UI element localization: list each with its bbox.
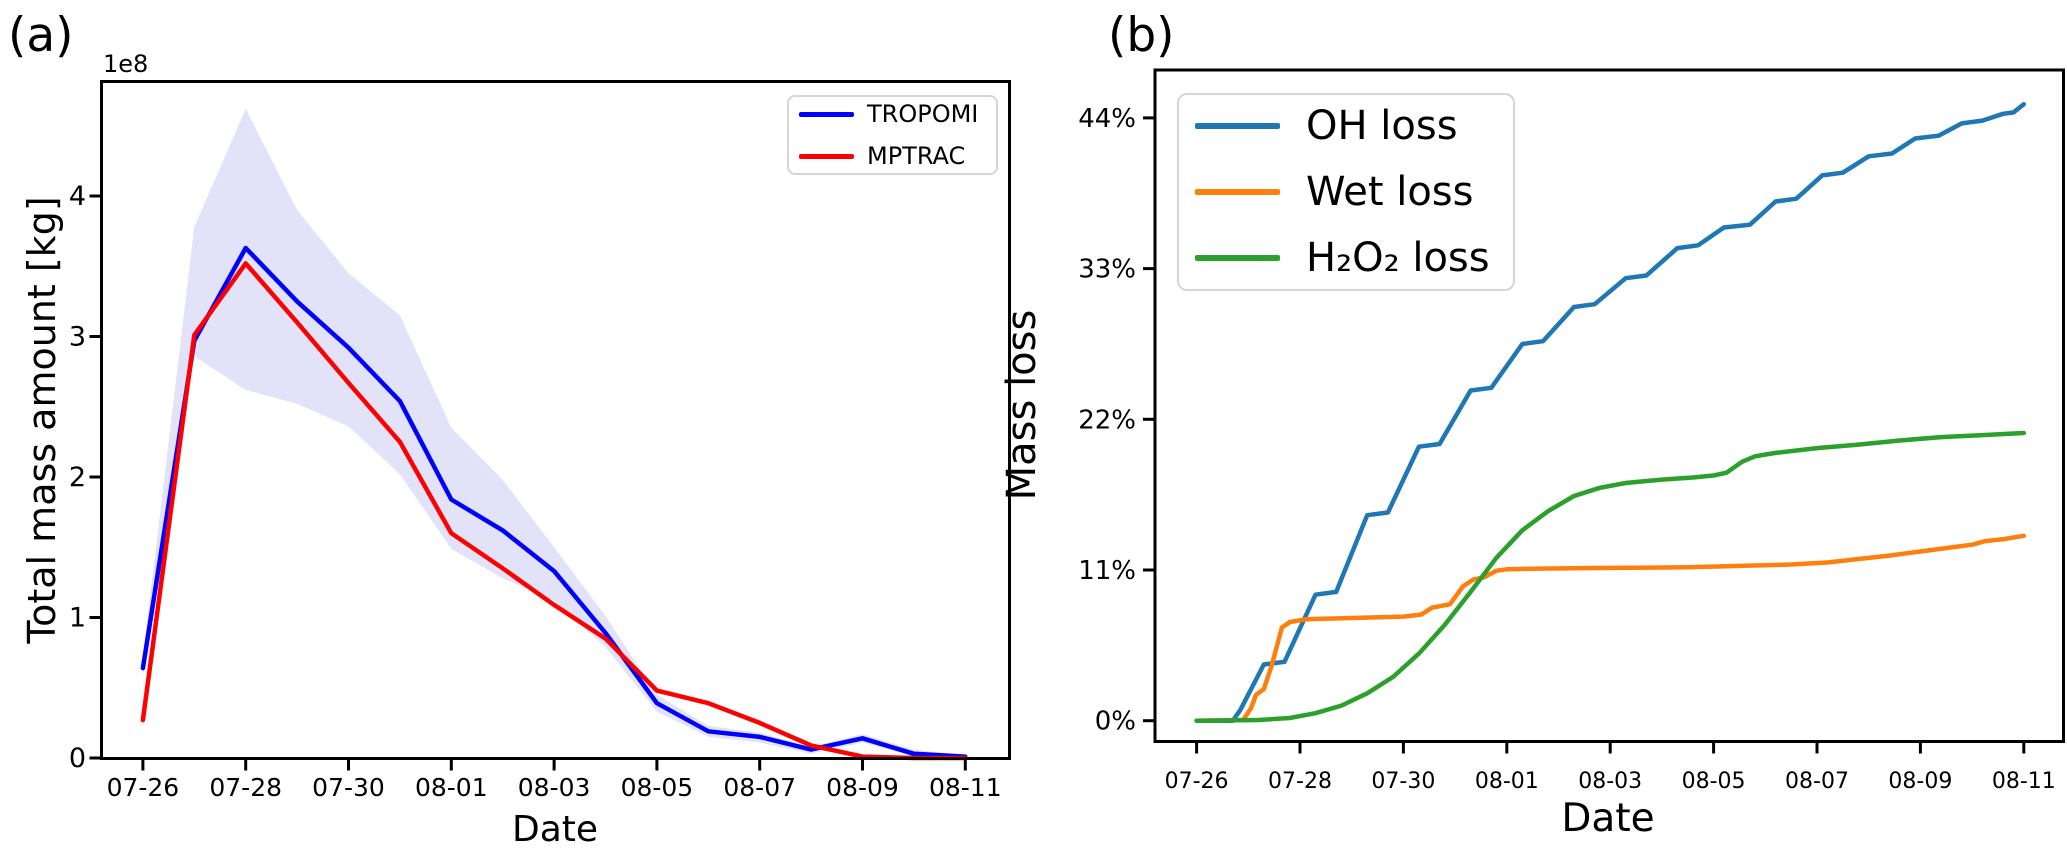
panel-a-y-tick-label: 3	[69, 322, 86, 353]
panel-b-x-tick-label: 07-28	[1268, 769, 1332, 794]
panel-a-x-tick-label: 07-30	[312, 773, 385, 802]
legend-item-label: TROPOMI	[867, 100, 979, 128]
panel-a-y-tick-label: 1	[69, 603, 86, 634]
legend-item-label: H₂O₂ loss	[1306, 235, 1490, 281]
panel-a-y-tick-label: 0	[69, 743, 86, 774]
legend-item-mptrac: MPTRAC	[799, 142, 996, 170]
panel-b-y-tick-label: 0%	[1095, 707, 1136, 737]
panel-a-x-tick-label: 08-03	[518, 773, 591, 802]
panel-a-x-tick-label: 08-09	[826, 773, 899, 802]
panel-a-x-tick-label: 08-07	[723, 773, 796, 802]
panel-b-y-tick-label: 33%	[1078, 255, 1136, 285]
legend-item-oh-loss: OH loss	[1195, 103, 1513, 149]
legend-line-swatch	[1195, 255, 1280, 261]
panel-b-x-tick-label: 08-09	[1888, 769, 1952, 794]
panel-a-x-tick-label: 07-28	[209, 773, 282, 802]
panel-b-x-axis-title: Date	[1561, 796, 1655, 841]
series-line-wet-loss	[1194, 533, 2027, 723]
panel-a-x-tick-label: 08-05	[621, 773, 694, 802]
panel-a-axis-offset-label: 1e8	[103, 50, 149, 78]
panel-b-y-tick-label: 11%	[1078, 556, 1136, 586]
legend-item-wet-loss: Wet loss	[1195, 169, 1513, 215]
legend-item-h-o-loss: H₂O₂ loss	[1195, 235, 1513, 281]
panel-a-x-axis-title: Date	[511, 809, 599, 850]
series-line-mptrac	[140, 261, 968, 761]
panel-a-x-tick-label: 08-01	[415, 773, 488, 802]
panel-a-x-tick-label: 07-26	[107, 773, 180, 802]
legend-item-label: Wet loss	[1306, 169, 1474, 215]
panel-b-x-tick-label: 08-07	[1785, 769, 1849, 794]
panel-a-label: (a)	[8, 8, 74, 63]
panel-a-y-tick-label: 2	[69, 462, 86, 493]
panel-a-legend: TROPOMI MPTRAC	[787, 95, 998, 175]
panel-b-x-tick-label: 08-03	[1578, 769, 1642, 794]
legend-item-label: MPTRAC	[867, 142, 966, 170]
series-line-tropomi	[140, 245, 968, 759]
panel-b-x-tick-label: 07-30	[1371, 769, 1435, 794]
panel-b-label: (b)	[1108, 8, 1175, 63]
panel-b-y-tick-label: 22%	[1078, 405, 1136, 435]
series-line-oh-loss	[1194, 101, 2027, 723]
panel-b-x-tick-label: 08-01	[1475, 769, 1539, 794]
panel-b-y-axis-title: Mass loss	[999, 309, 1045, 501]
tropomi-uncertainty-band	[142, 108, 966, 758]
panel-b-legend: OH loss Wet loss H₂O₂ loss	[1177, 93, 1515, 291]
panel-b-y-tick-label: 44%	[1078, 104, 1136, 134]
legend-line-swatch	[1195, 189, 1280, 195]
panel-a-y-axis-title: Total mass amount [kg]	[20, 196, 64, 644]
panel-b-x-tick-label: 08-11	[1992, 769, 2056, 794]
panel-a-y-tick-label: 4	[69, 181, 86, 212]
panel-b-x-tick-label: 07-26	[1165, 769, 1229, 794]
legend-line-swatch	[1195, 123, 1280, 129]
panel-a-x-tick-label: 08-11	[929, 773, 1002, 802]
legend-item-label: OH loss	[1306, 103, 1458, 149]
series-line-h-o-loss	[1194, 430, 2027, 723]
legend-line-swatch	[799, 111, 854, 117]
panel-b-x-tick-label: 08-05	[1682, 769, 1746, 794]
legend-item-tropomi: TROPOMI	[799, 100, 996, 128]
legend-line-swatch	[799, 153, 854, 159]
